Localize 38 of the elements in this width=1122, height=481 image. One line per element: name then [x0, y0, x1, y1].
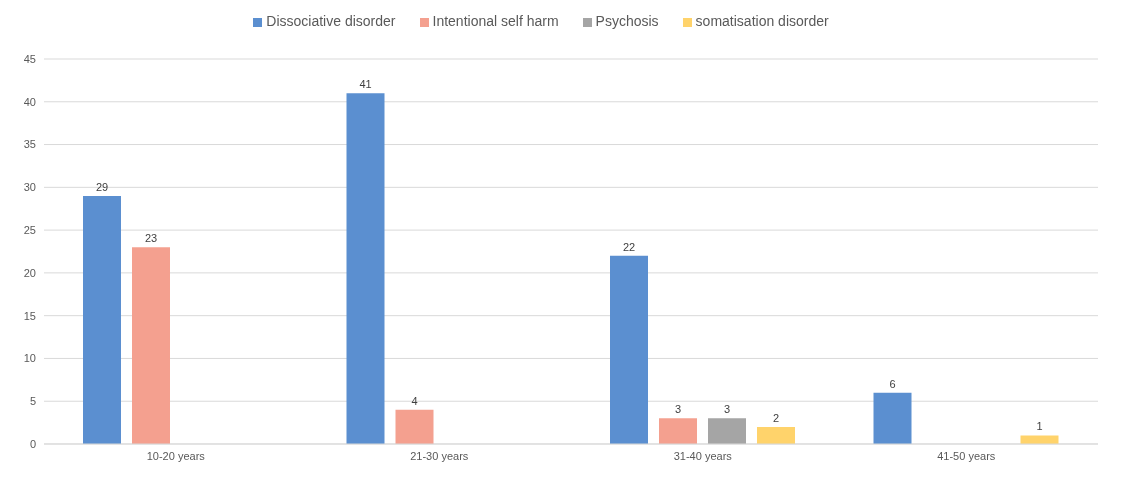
- legend-label: Intentional self harm: [432, 13, 559, 29]
- bar: [83, 195, 121, 444]
- data-label: 4: [411, 394, 418, 407]
- data-label: 23: [144, 232, 158, 245]
- bar: [395, 409, 434, 444]
- data-label: 1: [1036, 420, 1043, 433]
- y-tick-label: 10: [23, 352, 36, 365]
- bar: [708, 418, 746, 444]
- bar: [873, 392, 912, 444]
- y-tick-label: 40: [23, 95, 36, 108]
- bar: [132, 247, 170, 444]
- data-label: 2: [772, 411, 780, 424]
- x-tick-label: 21-30 years: [410, 449, 469, 462]
- data-label: 3: [674, 403, 682, 416]
- y-tick-label: 5: [29, 395, 36, 408]
- bar: [757, 426, 795, 444]
- y-tick-label: 45: [23, 52, 36, 65]
- x-tick-label: 31-40 years: [673, 449, 733, 462]
- bar: [659, 418, 697, 444]
- bar: [346, 93, 385, 444]
- legend-label: somatisation disorder: [695, 13, 829, 29]
- y-tick-label: 15: [23, 309, 36, 322]
- data-label: 3: [723, 403, 731, 416]
- x-tick-label: 10-20 years: [146, 449, 206, 462]
- legend-label: Dissociative disorder: [266, 13, 396, 29]
- data-label: 22: [622, 240, 636, 253]
- y-tick-label: 35: [23, 138, 36, 151]
- bar: [1020, 435, 1059, 444]
- y-tick-label: 25: [23, 224, 36, 237]
- data-label: 29: [95, 180, 109, 193]
- legend-label: Psychosis: [595, 13, 659, 29]
- x-tick-label: 41-50 years: [937, 449, 996, 462]
- y-tick-label: 0: [29, 437, 36, 450]
- data-label: 6: [889, 377, 896, 390]
- y-tick-label: 20: [23, 266, 36, 279]
- bar: [610, 255, 648, 444]
- data-label: 41: [359, 78, 372, 91]
- y-tick-label: 30: [23, 181, 36, 194]
